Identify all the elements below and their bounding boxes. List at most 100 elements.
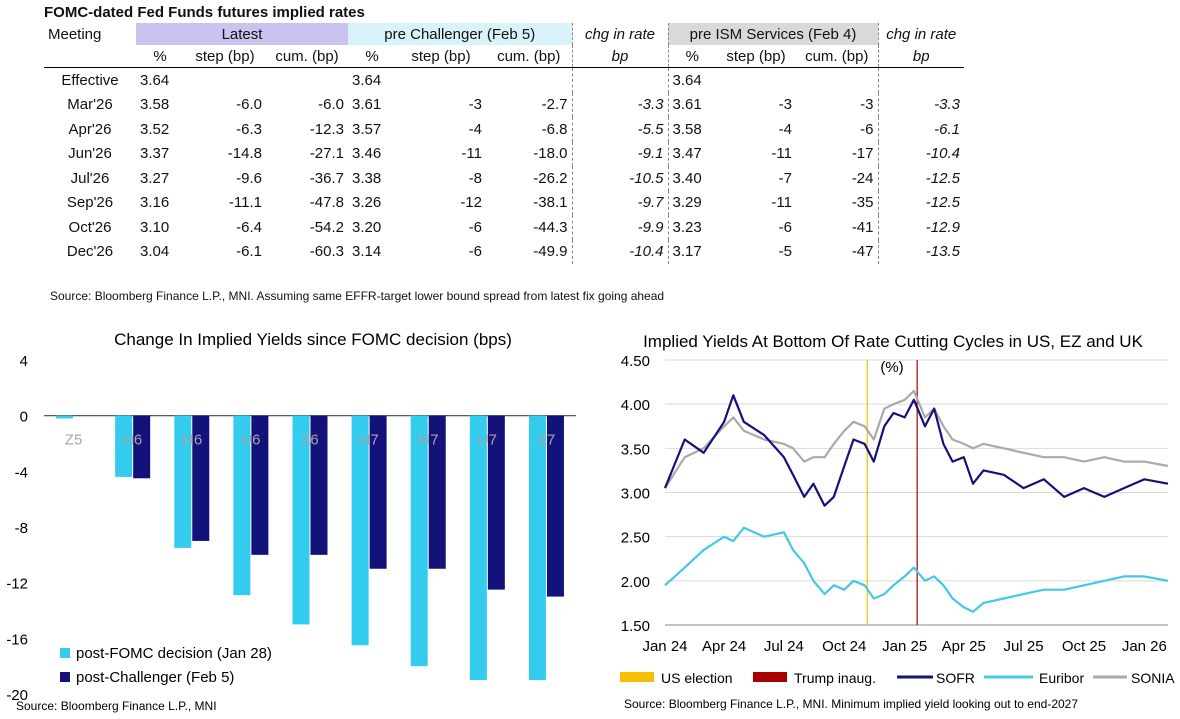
table-cell: 3.37 bbox=[140, 145, 170, 163]
table-cell: -13.5 bbox=[877, 239, 964, 264]
sub-header-cell: cum. (bp) bbox=[796, 45, 878, 68]
bar-y-tick-label: -20 bbox=[6, 687, 28, 704]
table-cell: 3.40 bbox=[667, 166, 716, 191]
table-cell: -12 bbox=[460, 194, 482, 212]
pre-ism-header: pre ISM Services (Feb 4) bbox=[667, 23, 878, 45]
legend-label-euribor: Euribor bbox=[1039, 670, 1084, 686]
bar-category-label: U6 bbox=[241, 432, 260, 449]
line-x-tick-label: Jul 25 bbox=[1004, 638, 1044, 655]
chg-in-rate-header-1: chg in rate bbox=[571, 23, 668, 45]
table-cell: 3.61 bbox=[352, 96, 382, 114]
legend-label-sofr: SOFR bbox=[936, 670, 975, 686]
table-cell: -3.3 bbox=[571, 92, 668, 117]
table-cell: -3 bbox=[468, 96, 482, 114]
table-cell: -14.8 bbox=[227, 145, 262, 163]
legend-label-us-election: US election bbox=[661, 670, 733, 686]
table-cell: -5 bbox=[778, 243, 792, 261]
table-row: Jun'26 3.37 -14.8 -27.1 3.46 -11 -18.0 -9.1 3.47… bbox=[44, 141, 964, 166]
table-row: Sep'26 3.16 -11.1 -47.8 3.26 -12 -38.1 -9.7 3.29… bbox=[44, 190, 964, 215]
table-cell: -10.4 bbox=[571, 239, 668, 264]
bar-post-challenger-U6 bbox=[251, 415, 269, 555]
sub-header-meeting bbox=[44, 45, 136, 68]
bar-post-challenger-M6 bbox=[192, 415, 210, 541]
legend-swatch-post-fomc bbox=[60, 648, 70, 658]
table-cell bbox=[486, 68, 572, 93]
series-line-euribor bbox=[664, 526, 1169, 613]
table-cell bbox=[571, 67, 668, 93]
table-row: Jul'26 3.27 -9.6 -36.7 3.38 -8 -26.2 -10.5 3.40 -… bbox=[44, 166, 964, 191]
bar-y-tick-label: -16 bbox=[6, 631, 28, 648]
table-cell: 3.04 bbox=[140, 243, 170, 261]
sub-header-cell: % bbox=[348, 45, 396, 68]
table-cell: -10.5 bbox=[571, 166, 668, 191]
meeting-cell: Dec'26 bbox=[66, 243, 114, 261]
meeting-cell: Mar'26 bbox=[67, 96, 113, 114]
bar-category-label: Z7 bbox=[538, 432, 556, 449]
table-cell bbox=[266, 68, 348, 93]
line-x-tick-label: Jan 24 bbox=[642, 638, 687, 655]
table-cell: 3.64 bbox=[140, 71, 170, 89]
legend-swatch-trump-inaug bbox=[753, 672, 787, 682]
bar-post-challenger-Z7 bbox=[546, 415, 564, 597]
sub-header-cell: step (bp) bbox=[396, 45, 486, 68]
line-y-tick-label: 4.50 bbox=[621, 353, 650, 370]
table-cell: 3.23 bbox=[667, 215, 716, 240]
bar-category-label: H6 bbox=[123, 432, 142, 449]
bar-chart-title: Change In Implied Yields since FOMC deci… bbox=[114, 330, 512, 349]
table-cell: -9.1 bbox=[571, 141, 668, 166]
table-cell: -6.0 bbox=[318, 96, 344, 114]
table-cell: -49.9 bbox=[533, 243, 568, 261]
table-cell: -11 bbox=[771, 194, 792, 212]
bar-post-challenger-Z6 bbox=[310, 415, 328, 555]
table-cell bbox=[877, 67, 964, 93]
table-cell: -17 bbox=[851, 145, 874, 163]
table-row: Oct'26 3.10 -6.4 -54.2 3.20 -6 -44.3 -9.9 3.23 -6… bbox=[44, 215, 964, 240]
sub-header-cell: % bbox=[136, 45, 184, 68]
table-cell: 3.58 bbox=[140, 96, 170, 114]
line-y-tick-label: 3.50 bbox=[621, 441, 650, 458]
table-cell: -6.3 bbox=[236, 120, 262, 138]
line-x-tick-label: Apr 25 bbox=[942, 638, 986, 655]
table-cell: -12.3 bbox=[309, 120, 344, 138]
table-cell bbox=[184, 68, 266, 93]
line-x-tick-label: Apr 24 bbox=[702, 638, 746, 655]
bar-y-tick-label: -12 bbox=[6, 576, 28, 593]
meeting-header: Meeting bbox=[48, 25, 102, 43]
table-cell: -47.8 bbox=[309, 194, 344, 212]
table-cell: 3.46 bbox=[352, 145, 382, 163]
bar-post-fomc-Z5 bbox=[56, 415, 74, 419]
line-y-tick-label: 4.00 bbox=[621, 397, 650, 414]
bar-post-fomc-M7 bbox=[410, 415, 428, 667]
table-cell: -6 bbox=[860, 120, 874, 138]
chg-in-rate-header-2: chg in rate bbox=[877, 23, 964, 45]
table-cell: -11.1 bbox=[228, 194, 262, 212]
line-x-tick-label: Jul 24 bbox=[764, 638, 804, 655]
futures-rates-table: Meeting Latest pre Challenger (Feb 5) ch… bbox=[44, 23, 964, 264]
meeting-cell: Oct'26 bbox=[68, 218, 112, 236]
table-cell: -47 bbox=[851, 243, 874, 261]
table-cell: 3.57 bbox=[352, 120, 382, 138]
table-cell: 3.17 bbox=[667, 239, 716, 264]
bar-post-fomc-M6 bbox=[174, 415, 192, 548]
table-cell: -10.4 bbox=[877, 141, 964, 166]
table-cell: -6 bbox=[468, 218, 482, 236]
bar-category-label: M6 bbox=[181, 432, 202, 449]
bar-post-fomc-H6 bbox=[115, 415, 133, 477]
series-line-sofr bbox=[663, 394, 1169, 507]
latest-header: Latest bbox=[136, 23, 348, 45]
table-cell: 3.64 bbox=[352, 71, 382, 89]
line-x-tick-label: Oct 25 bbox=[1062, 638, 1106, 655]
table-cell: 3.20 bbox=[352, 218, 382, 236]
legend-swatch-us-election bbox=[620, 672, 654, 682]
table-cell: 3.14 bbox=[352, 243, 382, 261]
table-cell: 3.64 bbox=[667, 67, 716, 93]
table-cell: 3.29 bbox=[667, 190, 716, 215]
bar-post-challenger-H7 bbox=[369, 415, 387, 569]
line-chart: Implied Yields At Bottom Of Rate Cutting… bbox=[620, 332, 1175, 711]
table-cell: 3.26 bbox=[352, 194, 382, 212]
table-row: Apr'26 3.52 -6.3 -12.3 3.57 -4 -6.8 -5.5 3.58 -4 -… bbox=[44, 117, 964, 142]
bar-y-tick-label: -4 bbox=[15, 464, 28, 481]
bar-chart-source: Source: Bloomberg Finance L.P., MNI bbox=[16, 699, 217, 713]
meeting-cell: Apr'26 bbox=[68, 120, 112, 138]
bar-chart: Change In Implied Yields since FOMC deci… bbox=[6, 330, 576, 713]
